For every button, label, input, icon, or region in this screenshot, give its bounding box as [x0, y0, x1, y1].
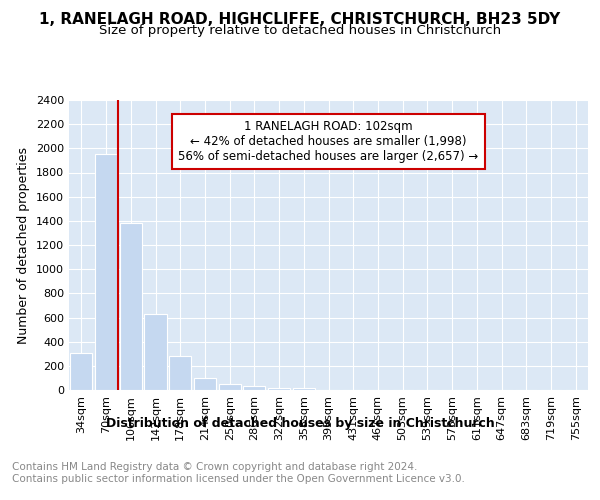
Bar	[95, 154, 117, 390]
Text: 1, RANELAGH ROAD, HIGHCLIFFE, CHRISTCHURCH, BH23 5DY: 1, RANELAGH ROAD, HIGHCLIFFE, CHRISTCHUR…	[40, 12, 560, 28]
Text: Distribution of detached houses by size in Christchurch: Distribution of detached houses by size …	[106, 418, 494, 430]
Bar	[293, 388, 315, 390]
Bar	[243, 386, 265, 390]
Text: Size of property relative to detached houses in Christchurch: Size of property relative to detached ho…	[99, 24, 501, 37]
Bar	[169, 356, 191, 390]
Bar	[145, 314, 167, 390]
Bar	[268, 388, 290, 390]
Bar	[70, 352, 92, 390]
Bar	[218, 384, 241, 390]
Bar	[119, 223, 142, 390]
Y-axis label: Number of detached properties: Number of detached properties	[17, 146, 31, 344]
Text: 1 RANELAGH ROAD: 102sqm
← 42% of detached houses are smaller (1,998)
56% of semi: 1 RANELAGH ROAD: 102sqm ← 42% of detache…	[178, 120, 479, 164]
Text: Contains HM Land Registry data © Crown copyright and database right 2024.
Contai: Contains HM Land Registry data © Crown c…	[12, 462, 465, 484]
Bar	[194, 378, 216, 390]
